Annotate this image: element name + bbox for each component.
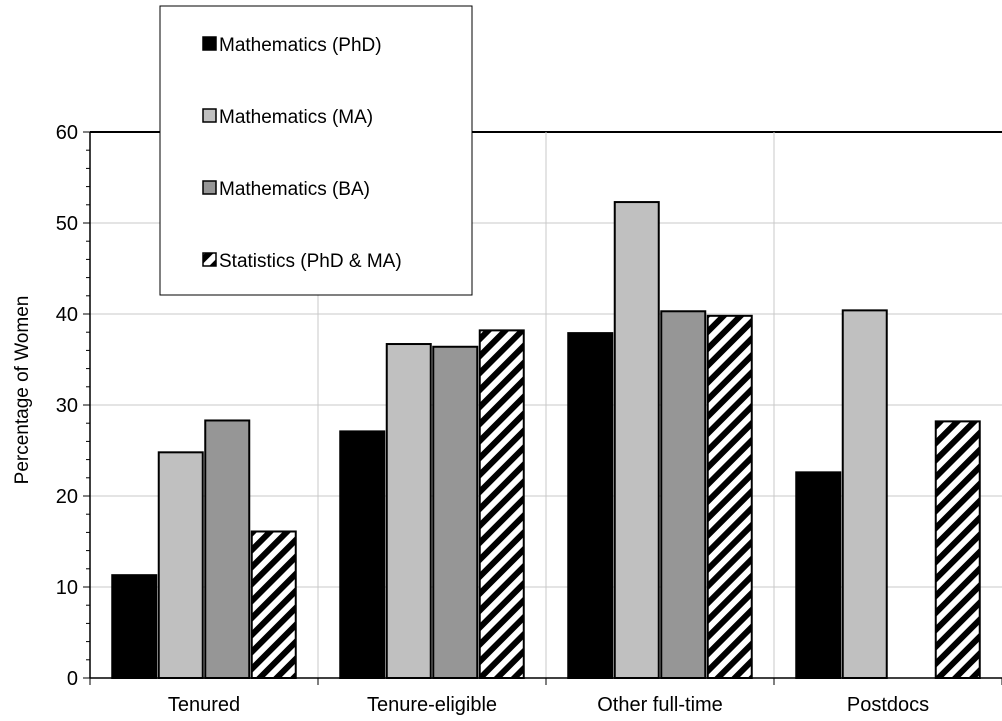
bar	[204, 419, 251, 679]
x-category-label: Postdocs	[847, 694, 929, 716]
x-category-label: Tenured	[168, 694, 240, 716]
bar	[613, 201, 660, 679]
legend-swatch	[202, 36, 217, 51]
bar	[934, 420, 981, 679]
legend-swatch	[202, 180, 217, 195]
bar	[795, 471, 842, 679]
y-tick-label: 60	[56, 122, 78, 144]
y-tick-label: 20	[56, 486, 78, 508]
x-category-label: Tenure-eligible	[367, 694, 497, 716]
bar	[385, 343, 432, 679]
legend-swatch	[202, 252, 217, 267]
y-tick-label: 30	[56, 395, 78, 417]
bar	[660, 310, 707, 679]
bar	[706, 314, 753, 679]
legend-label: Statistics (PhD & MA)	[219, 251, 402, 272]
bar	[250, 530, 297, 679]
y-tick-label: 40	[56, 304, 78, 326]
x-category-label: Other full-time	[597, 694, 723, 716]
bar	[567, 332, 614, 679]
bar	[111, 574, 158, 679]
bars	[111, 201, 981, 680]
bar	[478, 329, 525, 679]
legend-label: Mathematics (MA)	[219, 107, 373, 128]
legend: Mathematics (PhD) Mathematics (MA) Mathema…	[159, 5, 473, 296]
tick-labels: 0 10 20 30 40 50 60 Tenured Tenure-eligible Other…	[56, 122, 929, 716]
y-tick-label: 50	[56, 213, 78, 235]
bar	[339, 430, 386, 680]
bar	[157, 451, 204, 679]
bar	[432, 345, 479, 679]
y-tick-label: 0	[67, 668, 78, 690]
y-axis-title: Percentage of Women	[12, 296, 33, 485]
y-tick-label: 10	[56, 577, 78, 599]
legend-swatch	[202, 108, 217, 123]
bar	[841, 309, 888, 679]
legend-box	[159, 5, 473, 296]
legend-label: Mathematics (PhD)	[219, 35, 382, 56]
legend-label: Mathematics (BA)	[219, 179, 370, 200]
